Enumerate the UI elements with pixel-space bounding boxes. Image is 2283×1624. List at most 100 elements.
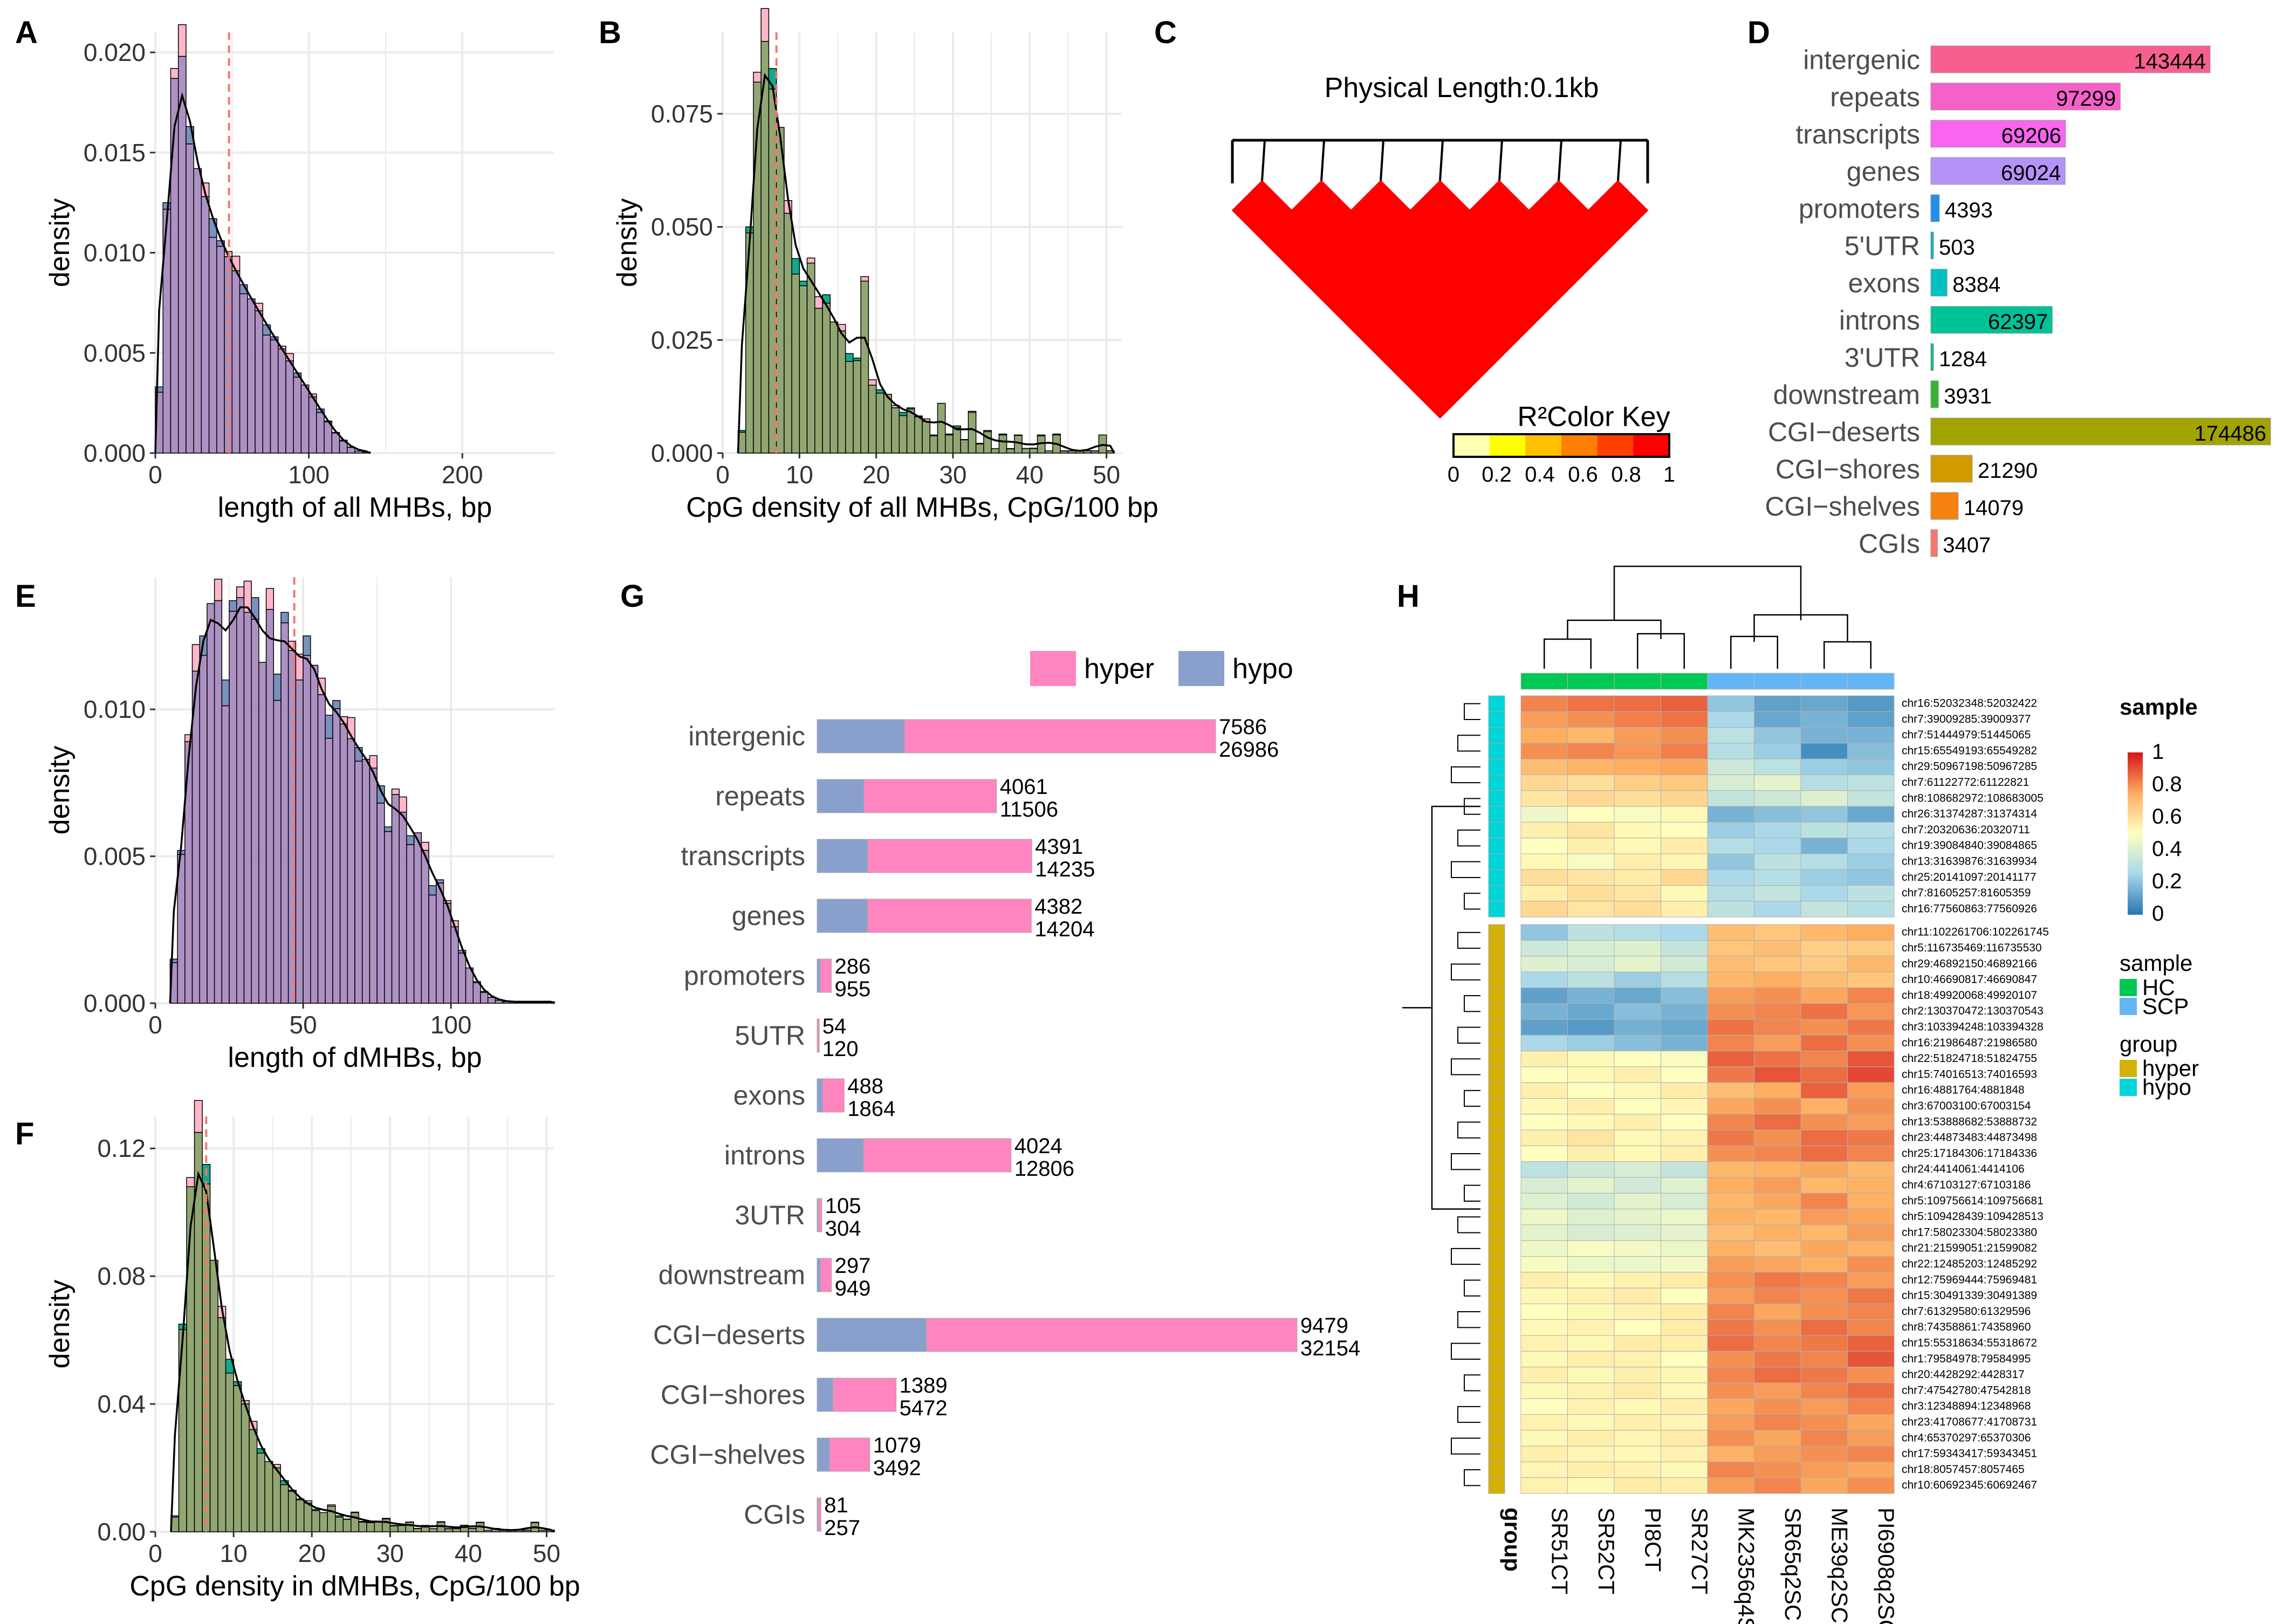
row-label: chr13:53888682:53888732 bbox=[1902, 1115, 2037, 1128]
bar-value-label: 503 bbox=[1939, 236, 1975, 259]
heatmap-cell bbox=[1520, 1367, 1568, 1383]
heatmap-cell bbox=[1800, 1256, 1848, 1273]
color-legend-swatch bbox=[2128, 893, 2143, 896]
heatmap-cell bbox=[1567, 1193, 1615, 1210]
row-label: chr20:4428292:4428317 bbox=[1902, 1368, 2025, 1381]
heatmap-cell bbox=[1661, 1209, 1708, 1225]
histogram-bar bbox=[1021, 448, 1030, 454]
column-dendrogram bbox=[1613, 565, 1802, 620]
row-annotation-cell bbox=[1488, 1272, 1505, 1289]
x-tick-label: 0 bbox=[716, 461, 730, 489]
row-label: chr4:67103127:67103186 bbox=[1902, 1179, 2031, 1191]
x-tick-label: 10 bbox=[786, 461, 813, 489]
histogram-bar-top bbox=[806, 257, 815, 264]
x-tick-label: 20 bbox=[298, 1539, 326, 1567]
legend-swatch-hypo bbox=[1178, 651, 1224, 686]
heatmap-cell bbox=[1707, 1082, 1754, 1099]
color-legend-swatch bbox=[2128, 806, 2143, 810]
bar-hyper bbox=[820, 958, 832, 993]
category-label: 3'UTR bbox=[1845, 342, 1920, 373]
histogram-bar bbox=[256, 1452, 265, 1532]
bar bbox=[1930, 194, 1940, 222]
row-dendrogram-leaf bbox=[1451, 861, 1480, 878]
heatmap-cell bbox=[1707, 853, 1754, 870]
histogram-bar bbox=[347, 447, 355, 454]
bar bbox=[1930, 269, 1948, 297]
histogram-bar bbox=[929, 435, 938, 454]
histogram-bar bbox=[325, 738, 333, 1004]
category-label: CGIs bbox=[1859, 529, 1920, 559]
bar-hypo bbox=[817, 1078, 823, 1113]
heatmap-cell bbox=[1800, 1209, 1848, 1225]
row-label: chr15:74016513:74016593 bbox=[1902, 1068, 2037, 1080]
heatmap-cell bbox=[1520, 806, 1568, 823]
heatmap-cell bbox=[1661, 1461, 1708, 1478]
heatmap-cell bbox=[1661, 1303, 1708, 1320]
heatmap-cell bbox=[1567, 1382, 1615, 1399]
heatmap-cell bbox=[1614, 1193, 1661, 1210]
heatmap-cell bbox=[1520, 1003, 1568, 1020]
histogram-bar bbox=[776, 127, 785, 454]
heatmap-cell bbox=[1800, 1003, 1848, 1020]
category-label: CGI−shelves bbox=[650, 1440, 805, 1470]
heatmap-cell bbox=[1847, 869, 1895, 886]
heatmap-cell bbox=[1800, 1177, 1848, 1194]
heatmap-cell bbox=[1754, 1287, 1801, 1304]
bar bbox=[1930, 455, 1973, 483]
row-label: chr4:65370297:65370306 bbox=[1902, 1431, 2031, 1444]
color-legend-swatch bbox=[2128, 798, 2143, 801]
heatmap-cell bbox=[1520, 1224, 1568, 1241]
heatmap-cell bbox=[1707, 956, 1754, 972]
row-dendrogram-leaf bbox=[1464, 893, 1480, 910]
row-annotation-cell bbox=[1488, 901, 1505, 917]
row-dendrogram-leaf bbox=[1451, 766, 1480, 784]
row-annotation-cell bbox=[1488, 1382, 1505, 1399]
bar bbox=[1930, 231, 1934, 259]
heatmap-cell bbox=[1847, 1461, 1895, 1478]
ld-key-swatch bbox=[1633, 434, 1670, 457]
color-legend-swatch bbox=[2128, 903, 2143, 907]
ld-key-tick: 0.8 bbox=[1611, 463, 1641, 486]
histogram-bar-top bbox=[845, 353, 854, 362]
x-tick-label: 30 bbox=[376, 1539, 404, 1567]
color-legend-swatch bbox=[2128, 871, 2143, 874]
row-annotation-cell bbox=[1488, 1430, 1505, 1447]
category-label: exons bbox=[733, 1080, 805, 1111]
bar-hypo bbox=[817, 1318, 927, 1352]
category-label: CGIs bbox=[744, 1499, 805, 1530]
heatmap-cell bbox=[1847, 1303, 1895, 1320]
heatmap-cell bbox=[1520, 821, 1568, 839]
heatmap-cell bbox=[1567, 1003, 1615, 1020]
heatmap-cell bbox=[1661, 1193, 1708, 1210]
histogram-bar bbox=[217, 1317, 227, 1532]
color-legend-tick: 0.2 bbox=[2152, 869, 2182, 893]
heatmap-cell bbox=[1707, 1193, 1754, 1210]
color-legend-swatch bbox=[2128, 874, 2143, 877]
heatmap-cell bbox=[1520, 1082, 1568, 1099]
heatmap-cell bbox=[1707, 1367, 1754, 1383]
heatmap-cell bbox=[1754, 1098, 1801, 1115]
heatmap-cell bbox=[1800, 1303, 1848, 1320]
column-label: ME39q2SC bbox=[1827, 1507, 1852, 1623]
ld-snp-connector bbox=[1439, 140, 1444, 181]
heatmap-cell bbox=[1520, 1114, 1568, 1130]
heatmap-cell bbox=[1847, 821, 1895, 839]
heatmap-cell bbox=[1754, 1082, 1801, 1099]
heatmap-cell bbox=[1754, 838, 1801, 854]
legend-label-hypo: hypo bbox=[1232, 653, 1293, 684]
histogram-bar bbox=[899, 415, 908, 454]
heatmap-cell bbox=[1847, 1382, 1895, 1399]
heatmap-cell bbox=[1800, 727, 1848, 744]
heatmap-cell bbox=[1800, 1066, 1848, 1083]
row-label: chr16:52032348:52032422 bbox=[1902, 697, 2037, 710]
heatmap-cell bbox=[1661, 1161, 1708, 1178]
heatmap-cell bbox=[1754, 711, 1801, 728]
value-label-hypo: 488 bbox=[847, 1074, 883, 1098]
panel-label-f: F bbox=[15, 1116, 34, 1152]
heatmap-cell bbox=[1567, 727, 1615, 744]
heatmap-cell bbox=[1707, 940, 1754, 957]
histogram-bar bbox=[350, 1512, 360, 1532]
heatmap-cell bbox=[1847, 1161, 1895, 1178]
histogram-bar bbox=[231, 270, 241, 454]
heatmap-cell bbox=[1754, 956, 1801, 972]
